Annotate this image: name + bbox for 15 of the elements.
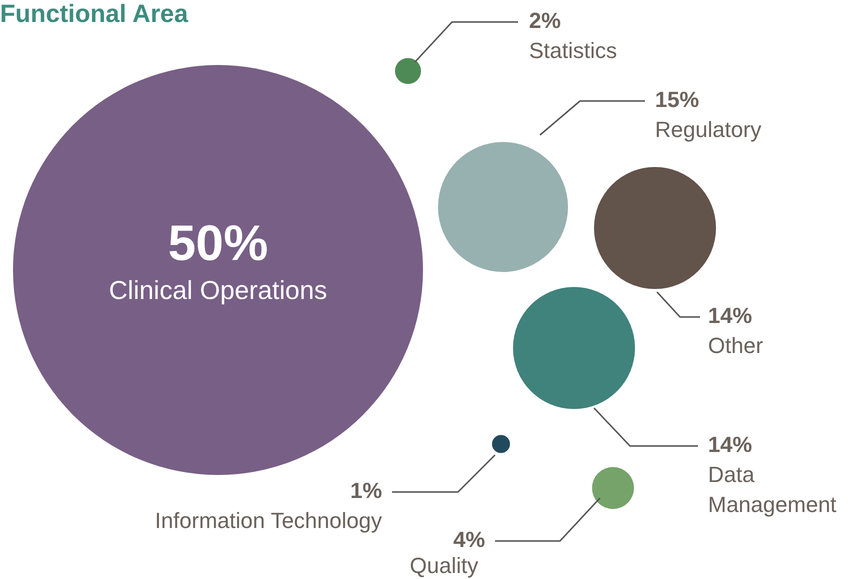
data-label: 14% [708,432,752,458]
data-label: 1% [350,478,382,504]
category-label: Regulatory [655,117,762,142]
data-label: 15% [655,87,700,112]
category-label: Other [708,333,764,358]
data-label: 2% [529,8,561,34]
category-label: Information Technology [154,508,382,534]
data-label: 50% [168,214,268,271]
category-label: Data Management [708,462,836,518]
category-label: Clinical Operations [108,275,328,306]
data-label: 14% [708,303,752,328]
category-label: Quality [410,553,478,578]
text: Functional Area [0,0,188,29]
category-label: Statistics [529,38,618,64]
data-label: 4% [453,527,485,552]
